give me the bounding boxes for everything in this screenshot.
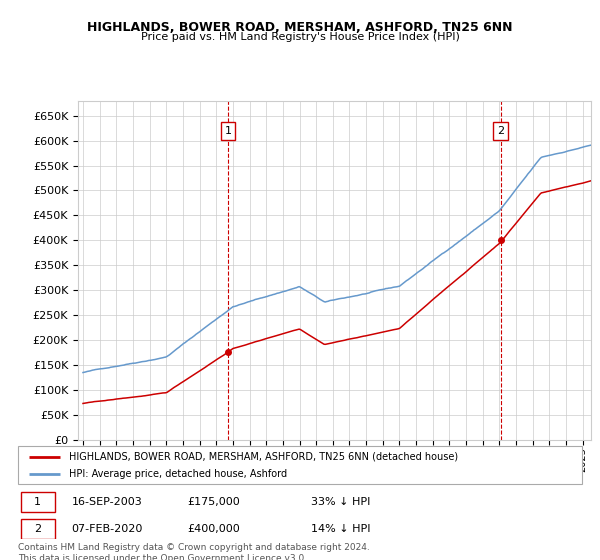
Text: HIGHLANDS, BOWER ROAD, MERSHAM, ASHFORD, TN25 6NN: HIGHLANDS, BOWER ROAD, MERSHAM, ASHFORD,… bbox=[87, 21, 513, 34]
Text: 16-SEP-2003: 16-SEP-2003 bbox=[71, 497, 142, 507]
Text: 07-FEB-2020: 07-FEB-2020 bbox=[71, 524, 143, 534]
Text: 14% ↓ HPI: 14% ↓ HPI bbox=[311, 524, 371, 534]
Text: Price paid vs. HM Land Registry's House Price Index (HPI): Price paid vs. HM Land Registry's House … bbox=[140, 32, 460, 43]
Text: £175,000: £175,000 bbox=[187, 497, 240, 507]
Text: HIGHLANDS, BOWER ROAD, MERSHAM, ASHFORD, TN25 6NN (detached house): HIGHLANDS, BOWER ROAD, MERSHAM, ASHFORD,… bbox=[69, 451, 458, 461]
Text: 1: 1 bbox=[34, 497, 41, 507]
FancyBboxPatch shape bbox=[21, 519, 55, 539]
FancyBboxPatch shape bbox=[21, 492, 55, 512]
Text: 2: 2 bbox=[34, 524, 41, 534]
Text: 33% ↓ HPI: 33% ↓ HPI bbox=[311, 497, 371, 507]
Text: £400,000: £400,000 bbox=[187, 524, 240, 534]
Text: 2: 2 bbox=[497, 125, 505, 136]
Text: HPI: Average price, detached house, Ashford: HPI: Average price, detached house, Ashf… bbox=[69, 469, 287, 479]
Text: Contains HM Land Registry data © Crown copyright and database right 2024.
This d: Contains HM Land Registry data © Crown c… bbox=[18, 543, 370, 560]
FancyBboxPatch shape bbox=[18, 446, 582, 484]
Text: 1: 1 bbox=[224, 125, 232, 136]
